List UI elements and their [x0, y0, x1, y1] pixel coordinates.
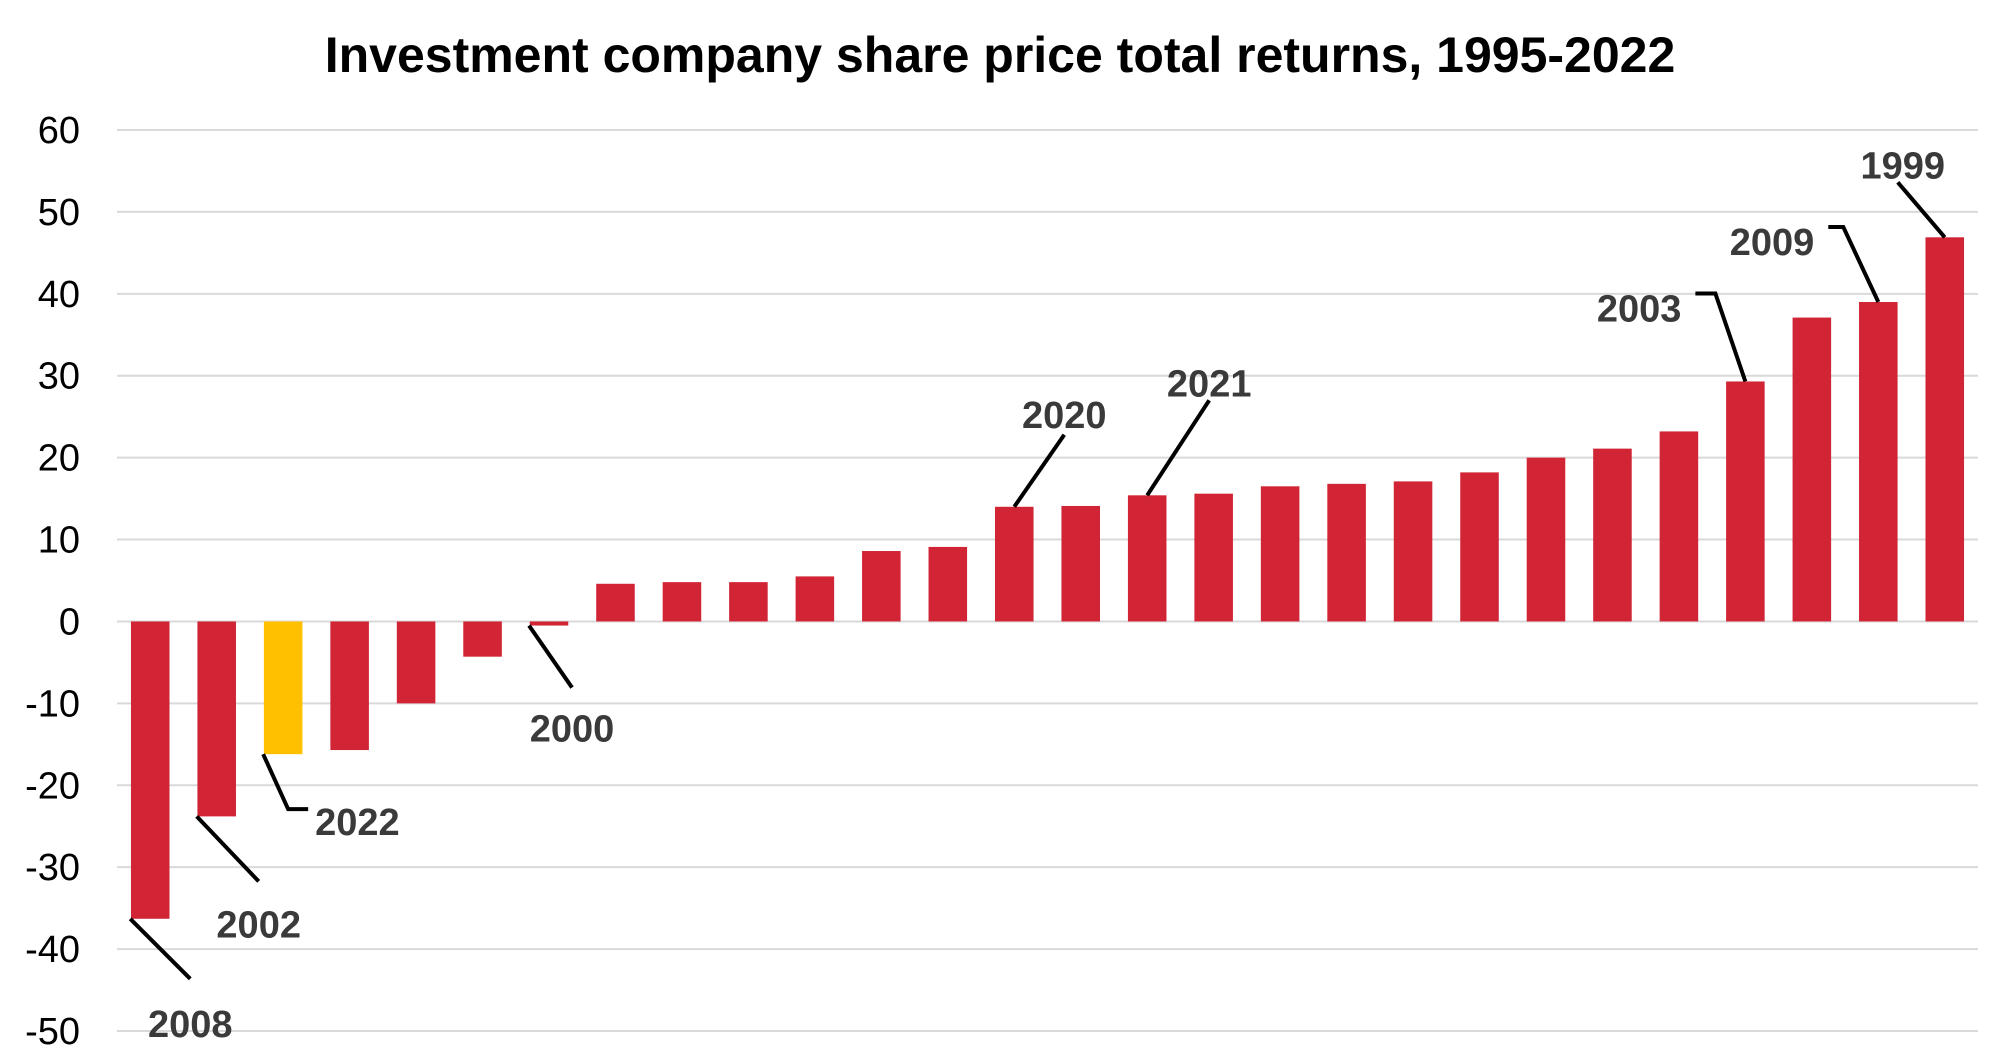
bar: [197, 621, 236, 817]
bar-callout-label: 2002: [216, 904, 301, 946]
bar: [463, 621, 502, 657]
bar-callout-label: 2009: [1730, 222, 1815, 264]
bar: [263, 621, 303, 755]
bar: [1194, 493, 1233, 622]
bar-callout-label: 2022: [315, 802, 400, 844]
bar: [1526, 457, 1566, 622]
bar: [1859, 302, 1898, 622]
bar: [396, 621, 436, 704]
y-tick-label: 60: [38, 110, 80, 152]
bar: [795, 576, 835, 622]
bar: [729, 582, 768, 622]
bar: [994, 506, 1034, 622]
callout-leader-line: [195, 815, 261, 883]
bar: [662, 582, 702, 622]
bar: [1792, 317, 1832, 622]
bar: [130, 621, 170, 919]
y-tick-label: -40: [25, 929, 80, 971]
callout-leader-line: [1896, 181, 1947, 239]
bar-callout-label: 1999: [1860, 145, 1945, 187]
y-tick-label: 40: [38, 274, 80, 316]
callout-leader-line: [1828, 225, 1881, 303]
y-tick-label: 0: [59, 601, 80, 643]
y-tick-label: 10: [38, 520, 80, 562]
bar: [928, 546, 968, 622]
y-tick-label: 50: [38, 192, 80, 234]
y-axis-tick-labels: 60 50 40 30 20 10 0 -10 -20 -30 -40 -50: [25, 110, 80, 1053]
bar: [529, 621, 569, 626]
bar: [862, 551, 901, 622]
bar: [1726, 381, 1765, 622]
bar: [1061, 505, 1101, 622]
y-tick-label: -20: [25, 765, 80, 807]
bar-callout-label: 2008: [148, 1004, 233, 1046]
callout-leader-line: [128, 917, 192, 981]
gridlines: [117, 129, 1978, 1032]
bar: [596, 583, 635, 622]
callout-leader-line: [261, 753, 309, 812]
bar: [1659, 431, 1699, 622]
bar-callouts: 2008 2002 2022 2000 2020 2021 2003 2009 1999: [128, 145, 1947, 1046]
y-tick-label: 30: [38, 356, 80, 398]
y-tick-label: -30: [25, 847, 80, 889]
bar-callout-label: 2020: [1022, 395, 1107, 437]
bar: [1925, 237, 1965, 622]
bar: [1460, 472, 1499, 622]
callout-leader-line: [527, 624, 574, 689]
chart-title: Investment company share price total ret…: [324, 27, 1676, 83]
y-tick-label: -50: [25, 1011, 80, 1053]
bar-callout-label: 2000: [530, 709, 615, 751]
bars: [130, 237, 1965, 919]
bar: [330, 621, 369, 751]
bar-callout-label: 2003: [1597, 288, 1682, 330]
bar-callout-label: 2021: [1167, 363, 1252, 405]
bar: [1593, 448, 1632, 622]
y-tick-label: -10: [25, 683, 80, 725]
y-tick-label: 20: [38, 438, 80, 480]
callout-leader-line: [1145, 399, 1211, 497]
bar: [1127, 495, 1167, 622]
callout-leader-line: [1695, 291, 1748, 383]
bar: [1327, 483, 1366, 622]
bar: [1393, 481, 1433, 622]
callout-leader-line: [1012, 433, 1066, 508]
bar: [1260, 486, 1300, 622]
